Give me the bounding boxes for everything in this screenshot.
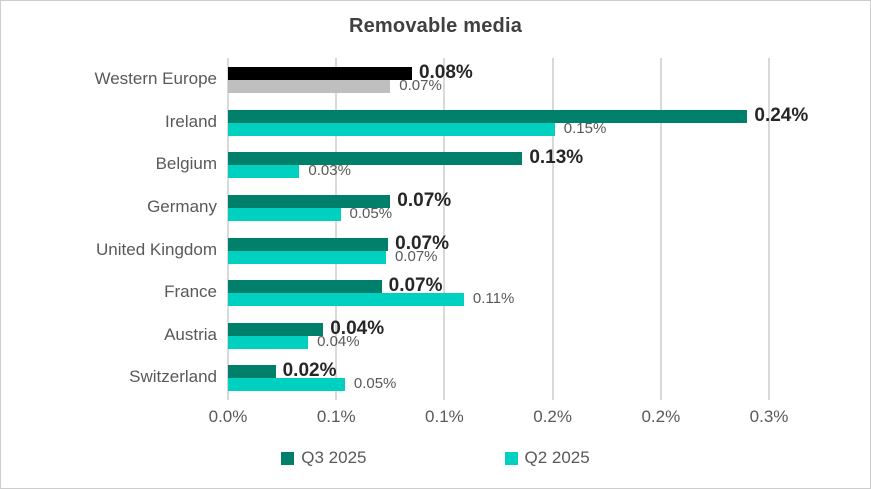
category-label: United Kingdom xyxy=(96,239,217,259)
chart-title: Removable media xyxy=(348,15,523,37)
legend: Q3 2025 Q2 2025 xyxy=(1,448,870,468)
table-row: Belgium 0.13% 0.03% xyxy=(1,143,870,186)
x-axis-tick-label: 0.2% xyxy=(641,407,681,426)
table-row: United Kingdom 0.07% 0.07% xyxy=(1,229,870,272)
category-label: Western Europe xyxy=(94,69,217,88)
category-label: Ireland xyxy=(165,111,217,131)
x-axis-tick-label: 0.1% xyxy=(316,407,356,426)
bar-q2-2025 xyxy=(228,378,345,392)
legend-item: Q2 2025 xyxy=(504,448,590,468)
legend-label: Q2 2025 xyxy=(524,448,590,467)
bar-q3-2025 xyxy=(228,194,391,208)
category-label: Belgium xyxy=(155,154,217,174)
gridline xyxy=(551,58,554,400)
data-label-q2-2025: 0.07% xyxy=(399,77,442,94)
bar-q2-2025 xyxy=(228,207,341,221)
table-row: Western Europe 0.08% 0.07% xyxy=(1,58,870,101)
data-label-q3-2025: 0.24% xyxy=(754,104,809,126)
data-label-q3-2025: 0.02% xyxy=(282,360,337,382)
data-label-q2-2025: 0.11% xyxy=(472,290,515,308)
table-row: Ireland 0.24% 0.15% xyxy=(1,101,870,144)
bar-q3-2025 xyxy=(228,365,276,379)
legend-label: Q3 2025 xyxy=(301,448,367,467)
x-axis-tick-label: 0.3% xyxy=(749,407,789,426)
data-label-q2-2025: 0.05% xyxy=(349,204,393,222)
bar-q3-2025 xyxy=(228,280,382,294)
bar-q3-2025 xyxy=(228,152,523,166)
x-axis-tick-label: 0.0% xyxy=(208,407,248,426)
data-label-q3-2025: 0.04% xyxy=(330,317,385,339)
data-label-q3-2025: 0.08% xyxy=(418,62,473,83)
bar-q3-2025 xyxy=(228,109,748,123)
x-axis-tick-label: 0.2% xyxy=(533,407,572,426)
table-row: Austria 0.04% 0.04% xyxy=(1,314,870,357)
data-label-q3-2025: 0.07% xyxy=(397,189,452,211)
category-label: France xyxy=(164,282,217,302)
legend-swatch-icon xyxy=(281,451,295,465)
table-row: Switzerland 0.02% 0.05% xyxy=(1,356,870,399)
table-row: France 0.07% 0.11% xyxy=(1,271,870,314)
category-label: Switzerland xyxy=(129,367,217,387)
data-label-q3-2025: 0.13% xyxy=(529,147,584,169)
legend-item: Q3 2025 xyxy=(281,448,367,468)
bar-q2-2025 xyxy=(228,122,555,136)
gridline xyxy=(659,58,662,400)
category-label: Germany xyxy=(147,196,217,216)
x-axis-tick-label: 0.1% xyxy=(425,407,464,426)
gridline xyxy=(443,58,446,400)
data-label-q3-2025: 0.07% xyxy=(388,275,443,297)
data-label-q2-2025: 0.04% xyxy=(317,332,360,350)
table-row: Germany 0.07% 0.05% xyxy=(1,186,870,229)
plot-area xyxy=(227,58,861,400)
category-label: Austria xyxy=(164,324,217,344)
bar-q2-2025 xyxy=(228,165,300,179)
bar-q2-2025 xyxy=(228,80,391,93)
data-label-q2-2025: 0.15% xyxy=(563,119,607,137)
data-label-q2-2025: 0.05% xyxy=(353,375,397,393)
gridline xyxy=(227,58,229,400)
bar-q2-2025 xyxy=(228,335,309,349)
bar-q3-2025 xyxy=(228,237,389,251)
data-label-q2-2025: 0.07% xyxy=(394,247,438,265)
bar-q3-2025 xyxy=(228,322,324,336)
data-label-q2-2025: 0.03% xyxy=(308,162,351,180)
bar-q2-2025 xyxy=(228,250,386,264)
legend-swatch-icon xyxy=(504,451,518,465)
data-label-q3-2025: 0.07% xyxy=(395,232,450,254)
gridline xyxy=(768,58,771,400)
gridline xyxy=(335,58,338,400)
bar-q2-2025 xyxy=(228,293,464,307)
bar-q3-2025 xyxy=(228,67,412,80)
